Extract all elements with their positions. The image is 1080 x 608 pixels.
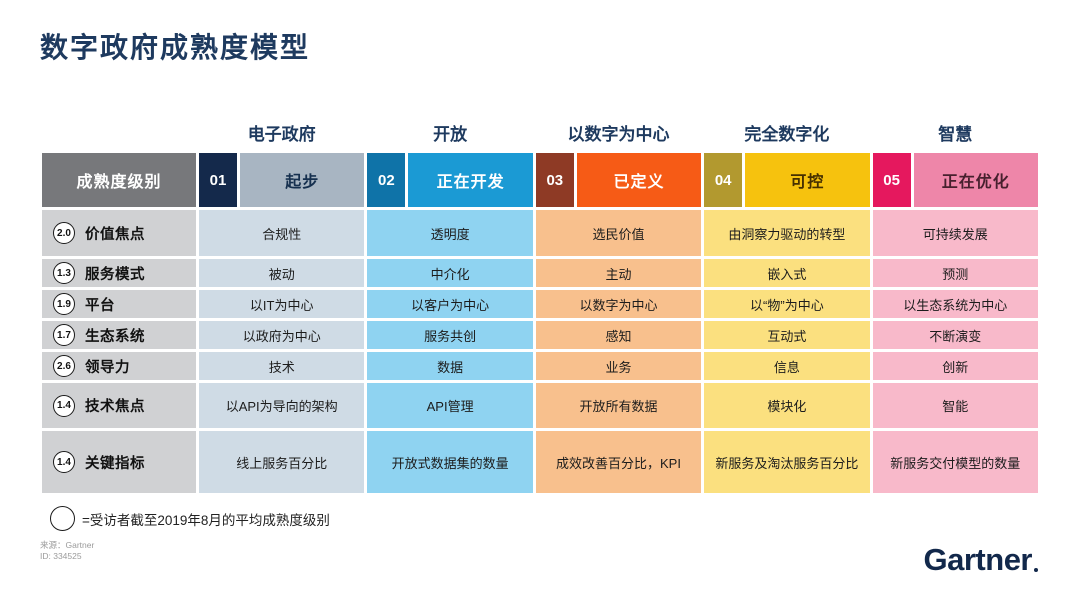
dimension-cell: 1.4 技术焦点 — [42, 383, 196, 428]
cell-value: 感知 — [535, 321, 702, 349]
cell-value: 开放式数据集的数量 — [367, 431, 533, 493]
level-number-3: 03 — [535, 153, 574, 207]
cell-value: 以IT为中心 — [199, 290, 365, 318]
cell-value: 开放所有数据 — [535, 383, 702, 428]
level-name-5: 正在优化 — [913, 153, 1038, 207]
cell-value: 线上服务百分比 — [199, 431, 365, 493]
dimension-label: 服务模式 — [85, 266, 145, 283]
gartner-logo: Gartner — [924, 542, 1038, 578]
maturity-score-badge: 1.4 — [53, 394, 75, 417]
cell-value: 嵌入式 — [704, 259, 870, 287]
cell-value: 服务共创 — [367, 321, 533, 349]
dimension-label: 关键指标 — [85, 455, 145, 472]
maturity-score-badge: 1.3 — [53, 262, 75, 284]
level-name-1: 起步 — [240, 153, 365, 207]
source-id-line: ID: 334525 — [40, 551, 82, 561]
dimension-label: 价值焦点 — [85, 226, 145, 243]
dimension-cell: 2.6 领导力 — [42, 352, 196, 380]
dimension-label: 技术焦点 — [85, 399, 145, 415]
dimension-cell: 1.4 关键指标 — [42, 431, 196, 493]
maturity-score-badge: 1.9 — [53, 293, 75, 315]
dimension-cell: 1.7 生态系统 — [42, 321, 196, 349]
table-row-key-metrics: 1.4 关键指标 线上服务百分比 开放式数据集的数量 成效改善百分比，KPI 新… — [42, 431, 1038, 493]
level-name-2: 正在开发 — [408, 153, 533, 207]
legend-circle-icon — [50, 506, 75, 531]
table-row-leadership: 2.6 领导力 技术 数据 业务 信息 创新 — [42, 352, 1038, 380]
cell-value: 技术 — [199, 352, 365, 380]
dimension-label: 平台 — [85, 297, 115, 314]
maturity-score-badge: 1.4 — [53, 451, 75, 473]
registered-mark-icon — [1034, 568, 1038, 572]
table-row-service-model: 1.3 服务模式 被动 中介化 主动 嵌入式 预测 — [42, 259, 1038, 287]
cell-value: 以数字为中心 — [535, 290, 702, 318]
cell-value: 新服务交付模型的数量 — [872, 431, 1038, 493]
cell-value: 预测 — [872, 259, 1038, 287]
category-label-digital-centric: 以数字为中心 — [567, 125, 670, 144]
cell-value: 互动式 — [704, 321, 870, 349]
source-note: 来源：Gartner ID: 334525 — [40, 540, 94, 562]
level-name-4: 可控 — [745, 153, 870, 207]
cell-value: 数据 — [367, 352, 533, 380]
maturity-score-badge: 1.7 — [53, 324, 75, 346]
cell-value: 选民价值 — [535, 210, 702, 256]
category-label-open: 开放 — [433, 125, 468, 144]
cell-value: 以API为导向的架构 — [199, 383, 365, 428]
cell-value: 新服务及淘汰服务百分比 — [704, 431, 870, 493]
gartner-logo-text: Gartner — [923, 542, 1033, 577]
dimension-cell: 2.0 价值焦点 — [42, 210, 196, 256]
cell-value: 以客户为中心 — [367, 290, 533, 318]
level-number-2: 02 — [367, 153, 406, 207]
cell-value: 创新 — [872, 352, 1038, 380]
legend: =受访者截至2019年8月的平均成熟度级别 — [50, 506, 330, 531]
dimension-label: 领导力 — [85, 359, 130, 376]
category-label-egov: 电子政府 — [247, 125, 316, 144]
category-label-smart: 智慧 — [938, 125, 973, 144]
table-header-row: 成熟度级别 01 起步 02 正在开发 03 已定义 04 可控 05 正在优化 — [42, 153, 1038, 207]
cell-value: 由洞察力驱动的转型 — [704, 210, 870, 256]
source-line: 来源：Gartner — [40, 540, 95, 550]
level-name-3: 已定义 — [576, 153, 702, 207]
level-number-1: 01 — [199, 153, 237, 207]
cell-value: API管理 — [367, 383, 533, 428]
table-row-ecosystem: 1.7 生态系统 以政府为中心 服务共创 感知 互动式 不断演变 — [42, 321, 1038, 349]
maturity-score-badge: 2.6 — [53, 355, 75, 377]
cell-value: 中介化 — [367, 259, 533, 287]
cell-value: 主动 — [535, 259, 702, 287]
dimension-cell: 1.9 平台 — [42, 290, 196, 318]
table-row-value-focus: 2.0 价值焦点 合规性 透明度 选民价值 由洞察力驱动的转型 可持续发展 — [42, 210, 1038, 256]
table-row-tech-focus: 1.4 技术焦点 以API为导向的架构 API管理 开放所有数据 模块化 智能 — [42, 383, 1038, 428]
legend-text: =受访者截至2019年8月的平均成熟度级别 — [82, 512, 330, 528]
cell-value: 智能 — [872, 383, 1038, 428]
table-row-platform: 1.9 平台 以IT为中心 以客户为中心 以数字为中心 以“物”为中心 以生态系… — [42, 290, 1038, 318]
cell-value: 透明度 — [367, 210, 533, 256]
level-header-3: 03 已定义 — [535, 153, 702, 207]
cell-value: 以“物”为中心 — [704, 290, 870, 318]
cell-value: 以生态系统为中心 — [872, 290, 1038, 318]
cell-value: 成效改善百分比，KPI — [535, 431, 702, 493]
category-header-row: 电子政府 开放 以数字为中心 完全数字化 智慧 — [42, 122, 1038, 148]
cell-value: 业务 — [535, 352, 702, 380]
dimension-label: 生态系统 — [85, 328, 145, 345]
level-header-5: 05 正在优化 — [872, 153, 1038, 207]
cell-value: 以政府为中心 — [199, 321, 365, 349]
level-header-4: 04 可控 — [704, 153, 870, 207]
level-header-2: 02 正在开发 — [367, 153, 533, 207]
page-title: 数字政府成熟度模型 — [40, 33, 311, 64]
maturity-score-badge: 2.0 — [53, 222, 75, 244]
cell-value: 被动 — [199, 259, 365, 287]
cell-value: 合规性 — [199, 210, 365, 256]
corner-header: 成熟度级别 — [42, 153, 196, 207]
category-spacer — [42, 122, 196, 148]
cell-value: 不断演变 — [872, 321, 1038, 349]
dimension-cell: 1.3 服务模式 — [42, 259, 196, 287]
level-number-5: 05 — [872, 153, 911, 207]
cell-value: 可持续发展 — [872, 210, 1038, 256]
cell-value: 模块化 — [704, 383, 870, 428]
cell-value: 信息 — [704, 352, 870, 380]
level-header-1: 01 起步 — [199, 153, 365, 207]
level-number-4: 04 — [704, 153, 743, 207]
category-label-fully-digital: 完全数字化 — [744, 125, 830, 144]
maturity-model-table: 电子政府 开放 以数字为中心 完全数字化 智慧 成熟度级别 01 起步 02 正… — [42, 122, 1038, 496]
